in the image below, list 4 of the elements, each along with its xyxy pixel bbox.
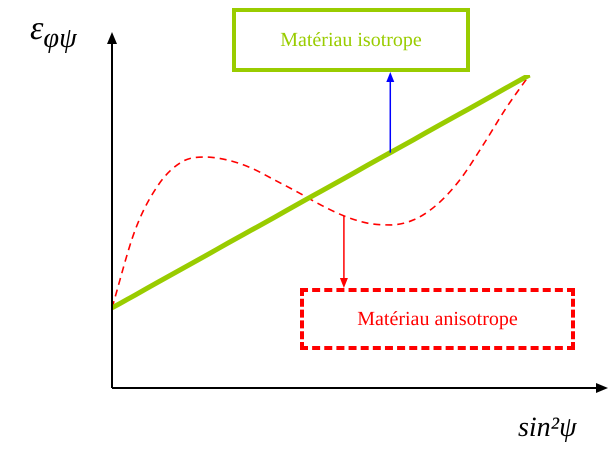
x-axis-title: sin²ψ xyxy=(518,412,576,444)
y-axis-title: ε$_{φψ}$ xyxy=(30,10,77,55)
text: Matériau isotrope xyxy=(232,8,470,72)
annotation: Matériau anisotrope xyxy=(300,288,575,350)
